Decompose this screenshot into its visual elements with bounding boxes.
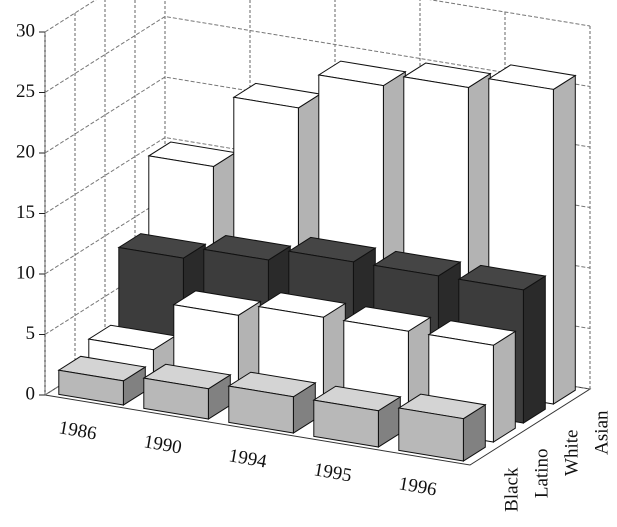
x-tick-label: 1986 <box>57 417 98 444</box>
bar-front <box>313 399 379 448</box>
bar-side <box>552 74 576 405</box>
y-tick-label: 15 <box>16 202 35 223</box>
y-tick-label: 30 <box>16 20 35 41</box>
bar-front <box>228 385 294 434</box>
x-tick-label: 1994 <box>227 445 269 472</box>
legend-label: White <box>561 430 582 476</box>
legend-label: Black <box>501 467 522 512</box>
bar-side <box>522 275 546 424</box>
grid-line <box>44 0 591 33</box>
grid-line <box>44 15 591 93</box>
x-tick-label: 1995 <box>312 459 353 486</box>
legend-label: Latino <box>531 449 552 499</box>
y-tick-label: 5 <box>26 323 36 344</box>
bar-side <box>492 330 516 443</box>
x-tick-label: 1990 <box>142 431 183 458</box>
legend-label: Asian <box>591 410 612 455</box>
bar-front <box>398 407 464 462</box>
x-tick-label: 1996 <box>397 473 438 500</box>
y-tick-label: 10 <box>16 262 35 283</box>
bar-front <box>143 377 209 420</box>
y-tick-label: 20 <box>16 141 35 162</box>
y-tick-label: 0 <box>26 383 36 404</box>
bar-front <box>58 369 124 406</box>
y-tick-label: 25 <box>16 81 35 102</box>
